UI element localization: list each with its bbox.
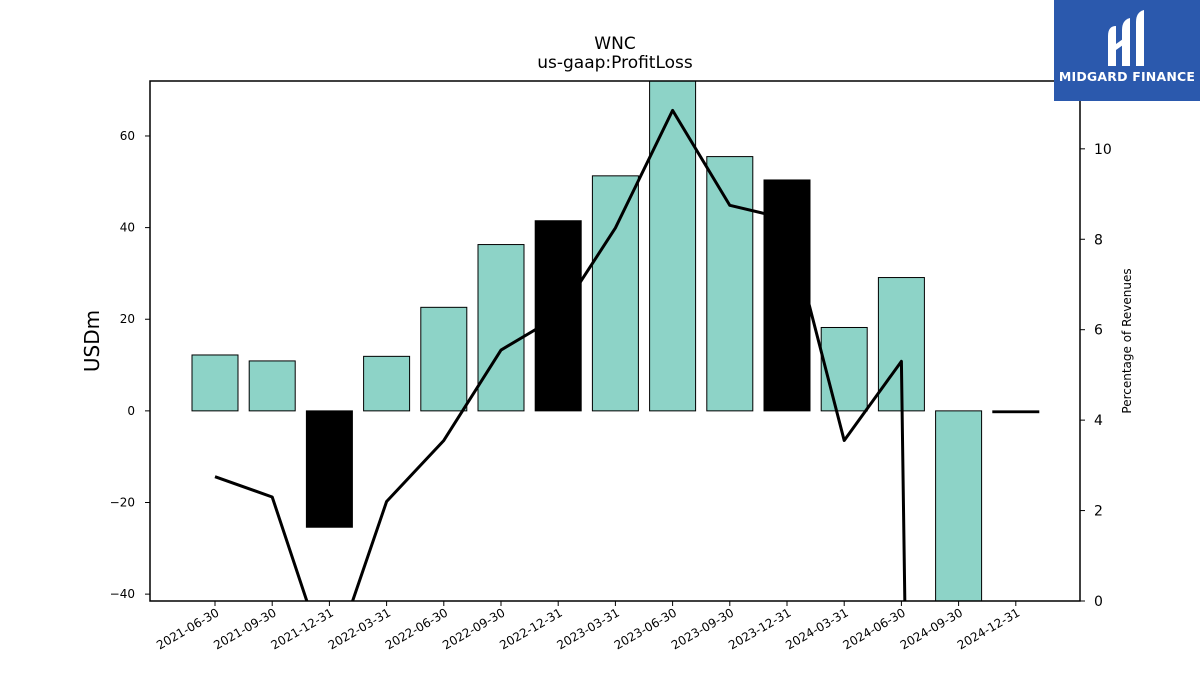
y-tick-label: −20	[110, 495, 135, 509]
bar-2021-12-31	[305, 410, 353, 528]
y2-tick-label: 2	[1094, 504, 1103, 520]
bar-2024-06-30	[877, 277, 925, 412]
y2-tick-label: 6	[1094, 323, 1103, 339]
plot-content	[191, 81, 1040, 601]
y2-tick-label: 10	[1094, 142, 1112, 158]
x-tick-label: 2022-06-30	[383, 605, 450, 652]
line-pct-revenues	[214, 108, 907, 601]
y-tick-label: 40	[120, 221, 135, 235]
bar-2022-03-31	[363, 355, 411, 412]
y-tick-label: 20	[120, 312, 135, 326]
brand-logo: MIDGARD FINANCE	[1054, 0, 1200, 101]
bar-2024-09-30	[935, 410, 983, 601]
logo-mark-icon	[1108, 10, 1144, 66]
y2-tick-label: 4	[1094, 413, 1103, 429]
x-tick-label: 2024-12-31	[955, 605, 1022, 652]
y2-tick-label: 8	[1094, 232, 1103, 248]
x-tick-label: 2023-06-30	[612, 605, 679, 652]
x-tick-label: 2023-12-31	[726, 605, 793, 652]
chart-subtitle: us-gaap:ProfitLoss	[537, 53, 693, 73]
y-tick-label: 0	[127, 404, 135, 418]
x-tick-label: 2021-12-31	[268, 605, 335, 652]
bar-2024-03-31	[820, 326, 868, 412]
x-tick-label: 2021-06-30	[154, 605, 221, 652]
bar-2022-09-30	[477, 244, 525, 412]
x-tick-label: 2022-09-30	[440, 605, 507, 652]
y-tick-label: −40	[110, 587, 135, 601]
bar-2023-06-30	[649, 81, 697, 412]
x-tick-label: 2023-09-30	[669, 605, 736, 652]
y-axis-label: USDm	[80, 310, 104, 372]
y2-axis-label: Percentage of Revenues	[1120, 268, 1134, 413]
x-tick-label: 2024-09-30	[898, 605, 965, 652]
y-tick-label: 60	[120, 129, 135, 143]
x-tick-label: 2021-09-30	[211, 605, 278, 652]
plot-area: −40 −20 0 20 40 60 0 2 4 6 8 10 2021-06-302021-09-30…	[110, 80, 1112, 652]
bar-2022-06-30	[420, 306, 468, 412]
x-tick-label: 2024-06-30	[840, 605, 907, 652]
x-tick-label: 2024-03-31	[783, 605, 850, 652]
bar-2023-03-31	[591, 175, 639, 412]
logo-text: MIDGARD FINANCE	[1058, 69, 1196, 84]
x-tick-label: 2022-12-31	[497, 605, 564, 652]
chart-title: WNC	[594, 34, 635, 54]
bar-2023-09-30	[706, 156, 754, 412]
bar-2021-09-30	[248, 360, 296, 412]
y2-tick-label: 0	[1094, 594, 1103, 610]
bar-2024-12-31	[992, 410, 1040, 414]
x-tick-label: 2023-03-31	[554, 605, 621, 652]
bar-2021-06-30	[191, 354, 239, 412]
x-tick-label: 2022-03-31	[326, 605, 393, 652]
